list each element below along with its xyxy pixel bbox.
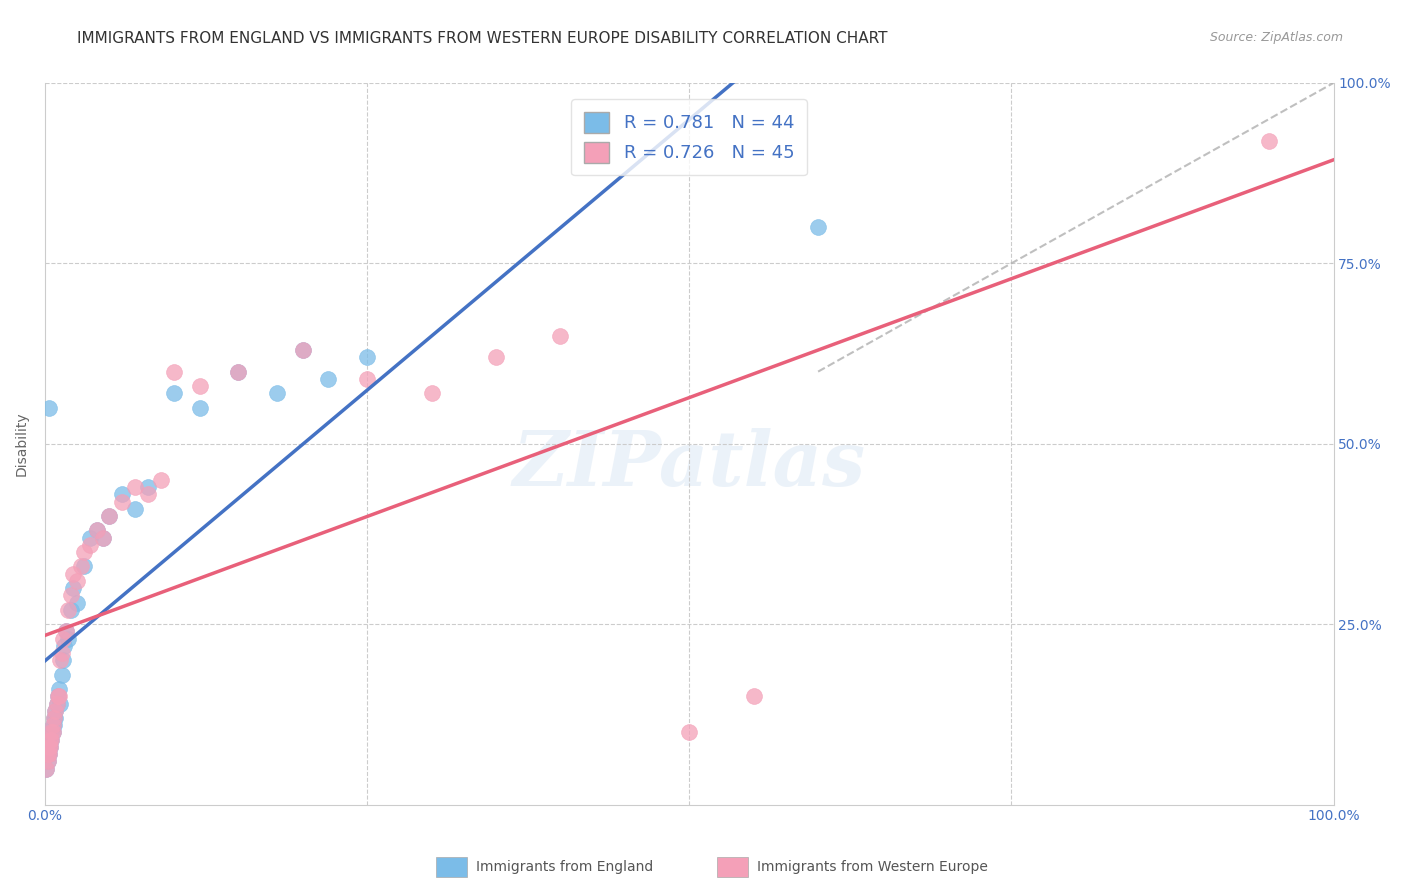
Point [52, 653, 75, 667]
Point [59, 603, 82, 617]
Text: Source: ZipAtlas.com: Source: ZipAtlas.com [1209, 31, 1343, 45]
Text: ZIPatlas: ZIPatlas [513, 428, 866, 502]
Point [41, 725, 63, 739]
Point [98, 508, 121, 523]
Point [49, 697, 72, 711]
Point [59, 588, 82, 602]
Point [41, 725, 63, 739]
Point [41, 725, 63, 739]
Point [226, 365, 249, 379]
Point [678, 725, 700, 739]
Point [188, 401, 211, 415]
Point [51, 646, 73, 660]
Point [41, 732, 63, 747]
Point [48, 690, 70, 704]
Point [41, 718, 63, 732]
Legend: R = 0.781   N = 44, R = 0.726   N = 45: R = 0.781 N = 44, R = 0.726 N = 45 [571, 99, 807, 175]
Point [51, 667, 73, 681]
Point [38, 739, 60, 754]
Point [35, 762, 58, 776]
Point [318, 372, 340, 386]
Point [188, 379, 211, 393]
Point [98, 508, 121, 523]
Point [91, 531, 114, 545]
Point [485, 350, 508, 364]
Point [163, 386, 186, 401]
Point [38, 747, 60, 761]
Point [38, 401, 60, 415]
Point [46, 690, 69, 704]
Point [39, 732, 62, 747]
Text: Immigrants from Western Europe: Immigrants from Western Europe [756, 860, 987, 874]
Point [356, 350, 378, 364]
Point [48, 682, 70, 697]
Point [44, 711, 66, 725]
Point [55, 624, 77, 639]
Point [42, 711, 65, 725]
Point [72, 559, 94, 574]
Point [49, 653, 72, 667]
Point [124, 501, 146, 516]
Point [41, 732, 63, 747]
Point [52, 632, 75, 646]
Point [44, 704, 66, 718]
Point [79, 531, 101, 545]
Point [420, 386, 443, 401]
Point [136, 487, 159, 501]
Point [66, 574, 89, 588]
Point [37, 754, 59, 768]
Point [56, 632, 79, 646]
Point [807, 220, 830, 235]
Text: IMMIGRANTS FROM ENGLAND VS IMMIGRANTS FROM WESTERN EUROPE DISABILITY CORRELATION: IMMIGRANTS FROM ENGLAND VS IMMIGRANTS FR… [77, 31, 887, 46]
Point [86, 524, 108, 538]
Point [39, 732, 62, 747]
Point [62, 581, 84, 595]
Point [86, 524, 108, 538]
Point [45, 697, 67, 711]
Point [226, 365, 249, 379]
Point [42, 711, 65, 725]
Text: Immigrants from England: Immigrants from England [475, 860, 652, 874]
Point [39, 739, 62, 754]
Point [550, 328, 572, 343]
Point [66, 596, 89, 610]
Point [1258, 134, 1281, 148]
Point [41, 718, 63, 732]
Point [291, 343, 314, 357]
Point [91, 531, 114, 545]
Point [42, 718, 65, 732]
Point [742, 690, 765, 704]
Point [111, 494, 134, 508]
Point [266, 386, 288, 401]
Point [79, 538, 101, 552]
Point [46, 690, 69, 704]
Point [37, 747, 59, 761]
Point [55, 624, 77, 639]
Point [124, 480, 146, 494]
Point [56, 603, 79, 617]
Point [62, 566, 84, 581]
Point [70, 559, 93, 574]
Point [38, 739, 60, 754]
Point [37, 747, 59, 761]
Point [136, 480, 159, 494]
Point [44, 704, 66, 718]
Point [38, 747, 60, 761]
Y-axis label: Disability: Disability [15, 411, 30, 476]
Point [39, 739, 62, 754]
Point [111, 487, 134, 501]
Point [356, 372, 378, 386]
Point [291, 343, 314, 357]
Point [41, 725, 63, 739]
Point [45, 697, 67, 711]
Point [72, 545, 94, 559]
Point [35, 762, 58, 776]
Point [149, 473, 172, 487]
Point [37, 754, 59, 768]
Point [53, 639, 76, 653]
Point [163, 365, 186, 379]
